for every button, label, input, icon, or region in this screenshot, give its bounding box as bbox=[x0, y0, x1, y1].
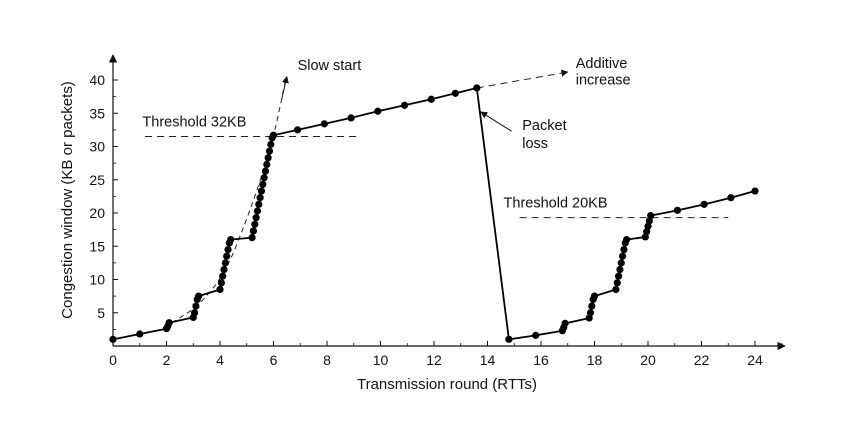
x-tick-label: 12 bbox=[426, 352, 442, 368]
x-tick-label: 20 bbox=[640, 352, 656, 368]
series-group bbox=[109, 84, 759, 343]
data-point bbox=[700, 200, 708, 208]
y-tick-label: 5 bbox=[97, 305, 105, 321]
data-point bbox=[217, 279, 225, 287]
data-point bbox=[219, 272, 227, 280]
axes bbox=[108, 54, 786, 351]
data-point bbox=[248, 234, 256, 242]
data-point bbox=[109, 335, 117, 343]
x-tick-label: 10 bbox=[373, 352, 389, 368]
guide-lines bbox=[145, 69, 729, 324]
data-point bbox=[400, 101, 409, 109]
annotation-label: Threshold 32KB bbox=[142, 115, 246, 131]
data-point bbox=[623, 236, 631, 244]
y-tick-label: 10 bbox=[89, 272, 105, 288]
x-axis-label: Transmission round (RTTs) bbox=[357, 376, 537, 393]
data-point bbox=[257, 187, 266, 195]
y-tick-label: 25 bbox=[89, 172, 105, 188]
data-point bbox=[136, 330, 144, 338]
x-tick-label: 8 bbox=[323, 352, 331, 368]
data-point bbox=[253, 207, 262, 215]
annotation-pointers bbox=[281, 75, 512, 132]
data-point bbox=[612, 285, 620, 294]
data-point bbox=[252, 214, 260, 222]
x-tick-label: 24 bbox=[747, 352, 763, 368]
data-point bbox=[614, 272, 623, 280]
packet-loss-pointer bbox=[480, 111, 512, 132]
data-point bbox=[190, 309, 199, 317]
data-point bbox=[616, 265, 624, 274]
data-point bbox=[293, 126, 302, 134]
data-point bbox=[263, 160, 271, 169]
data-point bbox=[259, 180, 267, 189]
data-point bbox=[221, 259, 229, 267]
x-tick-label: 4 bbox=[216, 352, 224, 368]
data-point bbox=[613, 279, 621, 287]
data-point bbox=[265, 147, 274, 155]
data-point bbox=[586, 309, 595, 317]
annotation-label: increase bbox=[576, 73, 631, 89]
y-tick-label: 30 bbox=[89, 139, 105, 155]
data-point bbox=[727, 194, 735, 202]
y-tick-label: 40 bbox=[89, 72, 105, 88]
data-point bbox=[751, 187, 759, 195]
data-point bbox=[590, 292, 599, 300]
data-point bbox=[220, 265, 228, 274]
data-point bbox=[195, 292, 203, 300]
data-point bbox=[192, 302, 200, 310]
data-point bbox=[647, 212, 655, 220]
y-tick-label: 35 bbox=[89, 105, 105, 121]
data-point bbox=[620, 245, 628, 254]
x-tick-label: 22 bbox=[694, 352, 710, 368]
data-point bbox=[249, 227, 258, 235]
data-point bbox=[260, 174, 268, 182]
data-point bbox=[473, 84, 481, 92]
annotation-label: Threshold 20KB bbox=[504, 196, 608, 212]
data-point bbox=[216, 285, 224, 294]
data-point bbox=[618, 252, 627, 260]
additive-increase-extension bbox=[476, 69, 569, 89]
data-point bbox=[320, 120, 328, 128]
x-tick-label: 0 bbox=[109, 352, 117, 368]
slow-start-curve bbox=[171, 79, 287, 324]
data-point bbox=[261, 167, 270, 175]
data-point bbox=[251, 220, 259, 228]
data-point bbox=[224, 245, 232, 254]
data-point bbox=[451, 89, 459, 97]
data-point bbox=[617, 259, 625, 267]
data-point bbox=[256, 194, 264, 202]
annotation-label: loss bbox=[522, 136, 548, 152]
annotation-label: Additive bbox=[576, 56, 628, 72]
data-point bbox=[532, 331, 540, 339]
data-point bbox=[588, 302, 596, 310]
x-tick-label: 18 bbox=[587, 352, 603, 368]
data-point bbox=[227, 236, 235, 244]
x-tick-label: 16 bbox=[533, 352, 549, 368]
data-point bbox=[561, 319, 569, 327]
annotation-label: Packet bbox=[522, 118, 566, 134]
data-point bbox=[347, 114, 355, 122]
data-point bbox=[223, 252, 231, 260]
data-point bbox=[427, 95, 435, 103]
data-point bbox=[269, 131, 278, 139]
slow-start-pointer bbox=[281, 75, 289, 101]
data-point bbox=[374, 107, 382, 115]
data-point bbox=[505, 335, 513, 343]
x-tick-label: 6 bbox=[270, 352, 278, 368]
y-tick-label: 20 bbox=[89, 205, 105, 221]
data-point bbox=[165, 319, 173, 327]
data-point bbox=[267, 140, 275, 149]
y-axis-label: Congestion window (KB or packets) bbox=[59, 81, 76, 319]
data-point bbox=[673, 206, 682, 214]
data-point bbox=[255, 200, 263, 208]
annotation-label: Slow start bbox=[298, 58, 362, 74]
x-tick-label: 14 bbox=[480, 352, 496, 368]
x-tick-label: 2 bbox=[163, 352, 171, 368]
y-tick-label: 15 bbox=[89, 238, 105, 254]
data-point bbox=[264, 154, 272, 162]
